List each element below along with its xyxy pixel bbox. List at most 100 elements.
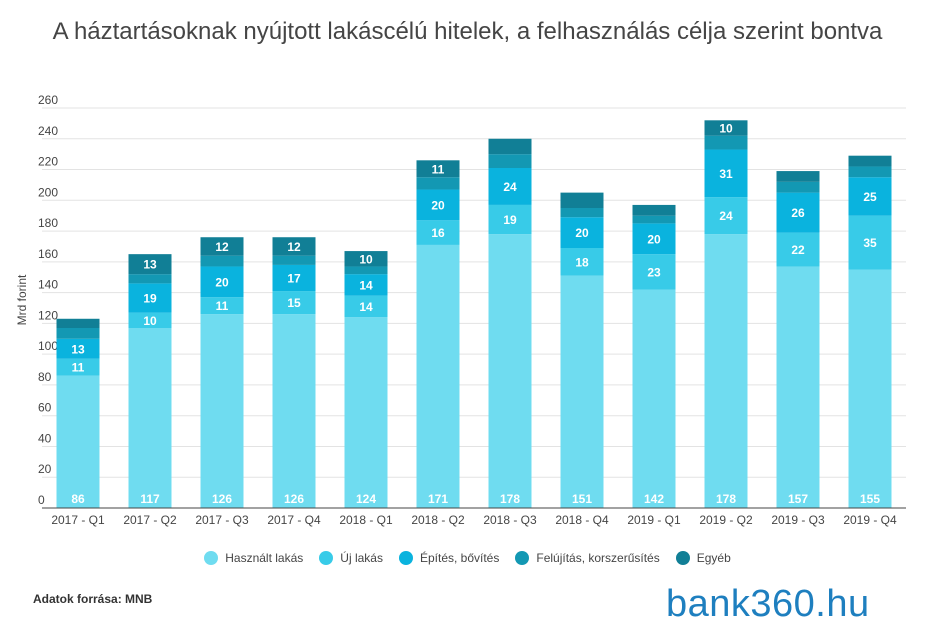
- data-label: 24: [719, 209, 733, 223]
- bars: 86 11 13 117 10 19 13 126 11 20 12 126 15 17 12 124 14 14…: [56, 120, 892, 508]
- bar-segment: [272, 291, 316, 315]
- bar-segment: [344, 274, 388, 296]
- data-label: 171: [428, 492, 448, 506]
- data-label: 35: [863, 236, 877, 250]
- bar-segment: [416, 160, 460, 178]
- gridlines: [42, 107, 906, 478]
- bar-segment: [560, 275, 604, 508]
- y-tick-label: 60: [38, 401, 52, 415]
- bar-segment: [560, 208, 604, 218]
- bar-segment: [416, 177, 460, 190]
- y-tick-label: 20: [38, 462, 52, 476]
- bar-segment: [344, 317, 388, 508]
- bar-segment: [416, 189, 460, 221]
- data-label: 20: [215, 275, 229, 289]
- bar-segment: [632, 254, 676, 290]
- data-label: 11: [432, 162, 445, 176]
- y-tick-label: 160: [38, 247, 58, 261]
- bar-segment: [272, 264, 316, 292]
- data-label: 155: [860, 492, 880, 506]
- data-label: 117: [140, 492, 160, 506]
- data-label: 24: [503, 180, 517, 194]
- legend-label: Egyéb: [696, 551, 731, 565]
- legend-label: Használt lakás: [225, 551, 304, 565]
- bar-segment: [776, 192, 820, 233]
- data-label: 19: [143, 292, 157, 306]
- x-tick-label: 2018 - Q3: [483, 513, 537, 527]
- legend: Használt lakás Új lakás Építés, bővítés Fel…: [0, 551, 935, 565]
- bar-segment: [632, 215, 676, 224]
- bar-segment: [848, 177, 892, 216]
- legend-swatch: [398, 551, 413, 565]
- y-tick-label: 180: [38, 216, 58, 230]
- bar-segment: [704, 234, 748, 508]
- bar-segment: [632, 289, 676, 508]
- y-tick-label: 240: [38, 124, 58, 138]
- data-label: 126: [284, 492, 304, 506]
- data-label: 124: [356, 492, 376, 506]
- data-label: 13: [143, 258, 157, 272]
- bar-segment: [704, 149, 748, 198]
- bar-segment: [200, 297, 244, 315]
- legend-item[interactable]: Használt lakás: [204, 551, 303, 565]
- bar-segment: [200, 255, 244, 267]
- legend-label: Építés, bővítés: [419, 551, 500, 565]
- x-tick-label: 2018 - Q4: [555, 513, 609, 527]
- bar-segment: [488, 204, 532, 235]
- data-label: 14: [359, 300, 373, 314]
- bar-segment: [200, 314, 244, 508]
- data-label: 17: [287, 272, 301, 286]
- x-tick-label: 2017 - Q2: [123, 513, 177, 527]
- data-label: 31: [719, 167, 733, 181]
- bank360-logo[interactable]: bank360.hu: [666, 583, 870, 625]
- x-axis-ticks: 2017 - Q1 2017 - Q2 2017 - Q3 2017 - Q4 2018…: [51, 513, 897, 527]
- y-tick-label: 120: [38, 308, 58, 322]
- data-label: 142: [644, 492, 664, 506]
- x-tick-label: 2017 - Q4: [267, 513, 321, 527]
- data-label: 178: [500, 492, 520, 506]
- y-tick-label: 80: [38, 370, 52, 384]
- legend-swatch: [319, 551, 334, 565]
- bar-segment: [128, 328, 172, 508]
- bar-segment: [848, 155, 892, 167]
- data-label: 20: [647, 232, 661, 246]
- bar-segment: [344, 251, 388, 267]
- y-tick-label: 100: [38, 339, 58, 353]
- bar-segment: [488, 234, 532, 508]
- bar-segment: [272, 314, 316, 508]
- legend-item[interactable]: Egyéb: [675, 551, 731, 565]
- bar-segment: [128, 312, 172, 328]
- data-label: 18: [575, 255, 589, 269]
- legend-swatch: [515, 551, 530, 565]
- bar-segment: [200, 237, 244, 256]
- x-tick-label: 2018 - Q2: [411, 513, 465, 527]
- data-label: 20: [575, 226, 589, 240]
- bar-segment: [704, 197, 748, 235]
- y-tick-label: 140: [38, 278, 58, 292]
- x-tick-label: 2019 - Q2: [699, 513, 753, 527]
- bar-segment: [776, 181, 820, 193]
- bar-segment: [272, 237, 316, 256]
- bar-segment: [344, 266, 388, 275]
- data-label: 15: [287, 296, 301, 310]
- bar-segment: [272, 255, 316, 265]
- legend-item[interactable]: Felújítás, korszerűsítés: [515, 551, 660, 565]
- bar-segment: [344, 295, 388, 318]
- bar-segment: [776, 232, 820, 267]
- bar-segment: [704, 135, 748, 150]
- data-label: 25: [863, 190, 877, 204]
- bar-segment: [56, 328, 100, 339]
- y-tick-label: 200: [38, 185, 58, 199]
- legend-label: Új lakás: [340, 551, 383, 565]
- bar-segment: [488, 154, 532, 168]
- y-axis-label: Mrd forint: [15, 274, 29, 325]
- legend-item[interactable]: Új lakás: [319, 551, 383, 565]
- data-label: 20: [431, 198, 445, 212]
- y-axis-ticks: 0 20 40 60 80 100 120 140 160 180 200 220 240 260: [38, 93, 58, 507]
- data-label: 178: [716, 492, 736, 506]
- legend-item[interactable]: Építés, bővítés: [398, 551, 500, 565]
- y-tick-label: 260: [38, 93, 58, 107]
- legend-label: Felújítás, korszerűsítés: [536, 551, 660, 565]
- data-label: 16: [431, 226, 445, 240]
- data-label: 11: [216, 299, 229, 313]
